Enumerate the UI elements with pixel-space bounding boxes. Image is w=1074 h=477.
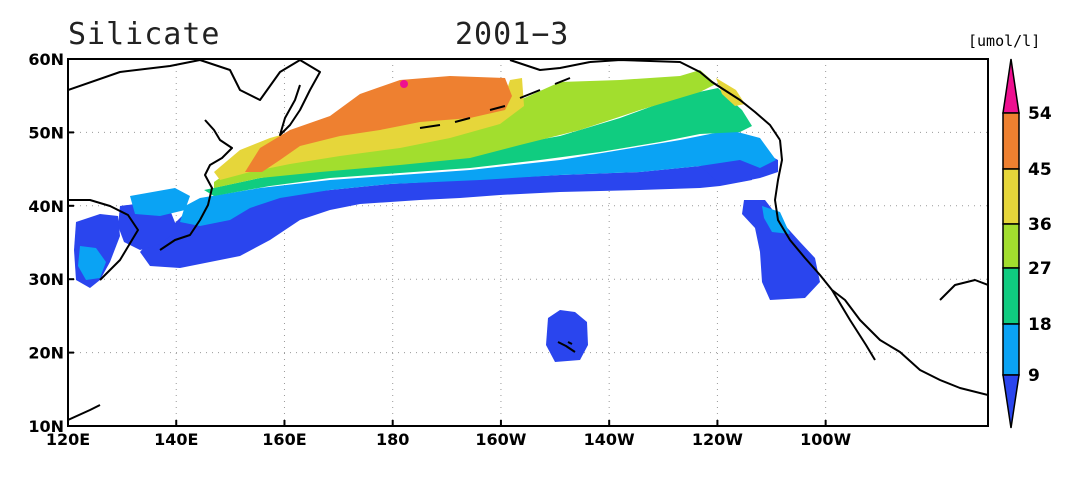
colorbar: 9 18 27 36 45 54 — [1002, 58, 1052, 429]
colorbar-label: 18 — [1028, 315, 1052, 335]
field-band-below-9 — [140, 162, 752, 268]
coast-aleutians — [419, 77, 571, 129]
title-period: 2001−3 — [455, 17, 569, 52]
y-tick-label: 20N — [28, 344, 64, 363]
field-patch-above-54 — [400, 80, 408, 88]
coast-japan — [159, 119, 233, 251]
field-patch-east-coast-light — [130, 188, 190, 216]
x-tick-label: 180 — [376, 430, 409, 449]
map-area — [68, 59, 988, 426]
colorbar-label: 9 — [1028, 366, 1040, 386]
field-band-9-18 — [180, 130, 776, 226]
coast-gulf-mexico — [939, 279, 988, 301]
coastlines — [68, 59, 988, 421]
colorbar-segment — [1002, 267, 1020, 325]
y-tick-label: 30N — [28, 270, 64, 289]
silicate-field — [74, 70, 820, 362]
y-tick-label: 10N — [28, 417, 64, 436]
y-tick-label: 60N — [28, 50, 64, 69]
x-tick-label: 160E — [262, 430, 306, 449]
x-tick-label: 160W — [475, 430, 526, 449]
coast-asia-mainland — [68, 59, 301, 421]
x-tick-label: 100W — [800, 430, 851, 449]
colorbar-label: 36 — [1028, 215, 1052, 235]
colorbar-extend-bottom — [1002, 374, 1020, 429]
colorbar-segment — [1002, 112, 1020, 170]
colorbar-segment — [1002, 168, 1020, 225]
x-tick-label: 120W — [692, 430, 743, 449]
colorbar-segment — [1002, 323, 1020, 376]
map-frame — [67, 58, 989, 427]
x-tick-label: 140W — [584, 430, 635, 449]
colorbar-segment — [1002, 223, 1020, 269]
y-axis-ticks: 10N 20N 30N 40N 50N 60N — [28, 50, 74, 436]
field-patch-japan-sea-light — [78, 246, 106, 280]
field-patch-hawaii — [546, 310, 588, 362]
y-tick-label: 50N — [28, 123, 64, 142]
coast-alaska — [509, 59, 781, 141]
colorbar-label: 54 — [1028, 104, 1052, 124]
coast-hawaii — [557, 341, 576, 353]
x-tick-label: 120E — [46, 430, 90, 449]
y-tick-label: 40N — [28, 197, 64, 216]
title-variable: Silicate — [68, 17, 221, 52]
coast-kamchatka — [279, 59, 321, 136]
field-patch-california — [742, 200, 820, 300]
x-axis-ticks: 120E 140E 160E 180 160W 140W 120W 100W — [46, 420, 852, 449]
colorbar-label: 27 — [1028, 259, 1052, 279]
coast-baja — [831, 289, 876, 361]
colorbar-extend-top — [1002, 58, 1020, 114]
field-band-45-54 — [245, 76, 512, 172]
x-tick-label: 140E — [154, 430, 198, 449]
colorbar-units: [umol/l] — [968, 32, 1040, 50]
colorbar-label: 45 — [1028, 160, 1052, 180]
